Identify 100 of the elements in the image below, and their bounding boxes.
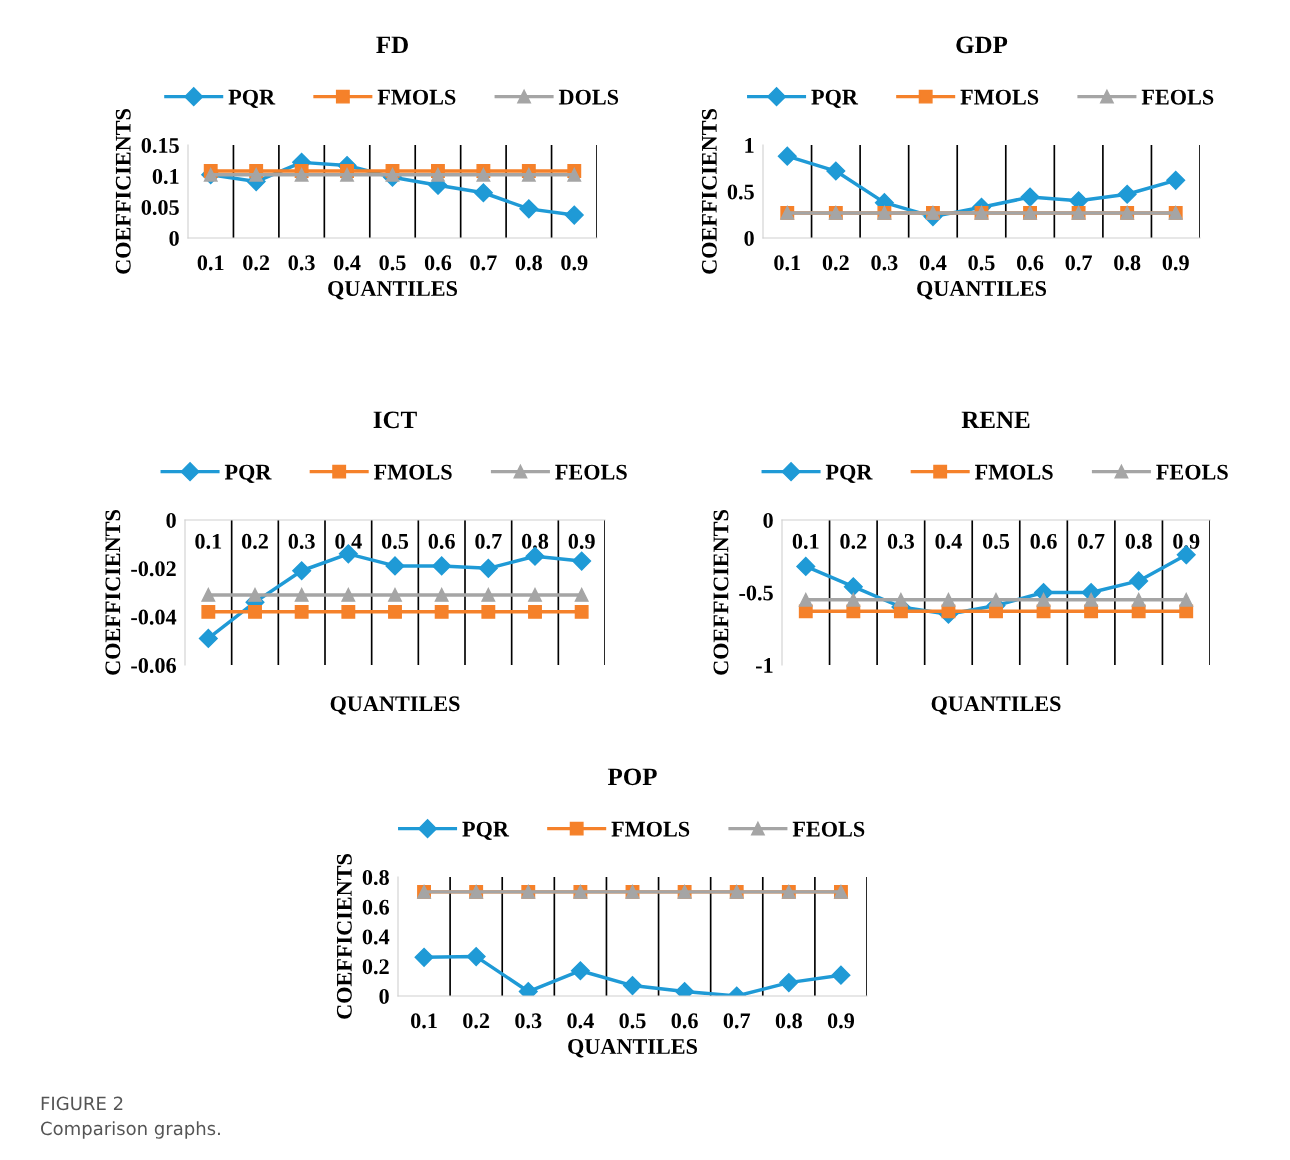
- y-axis-title: COEFFICIENTS: [336, 854, 352, 1019]
- point: [478, 558, 498, 578]
- point: [388, 604, 402, 619]
- point: [846, 592, 861, 607]
- legend-label: DOLS: [558, 89, 619, 105]
- x-axis-title: QUANTILES: [931, 696, 1061, 715]
- x-tick-label: 0.2: [241, 533, 268, 549]
- x-tick-label: 0.9: [1162, 255, 1189, 271]
- x-tick-label: 0.7: [470, 255, 497, 271]
- y-tick-label: 0: [763, 512, 773, 528]
- x-tick-label: 0.8: [775, 1013, 802, 1029]
- chart-title: ICT: [373, 411, 417, 429]
- x-tick-label: 0.7: [1078, 533, 1105, 549]
- point: [292, 561, 312, 581]
- point: [622, 976, 643, 996]
- point: [843, 577, 863, 597]
- point: [826, 161, 846, 181]
- point: [564, 205, 584, 225]
- point: [893, 592, 908, 607]
- legend-label: FMOLS: [611, 821, 690, 837]
- point: [340, 167, 355, 182]
- y-axis-title: COEFFICIENTS: [713, 510, 729, 675]
- legend-label: FEOLS: [1141, 89, 1214, 105]
- x-tick-label: 0.6: [428, 533, 455, 549]
- point: [341, 604, 356, 619]
- x-tick-label: 0.3: [288, 255, 315, 271]
- x-axis-title: QUANTILES: [330, 696, 460, 715]
- x-tick-label: 0.3: [887, 533, 915, 549]
- x-tick-label: 0.6: [671, 1013, 698, 1029]
- x-tick-label: 0.3: [871, 255, 898, 271]
- point: [574, 604, 589, 619]
- x-tick-label: 0.4: [919, 255, 947, 271]
- point: [941, 592, 956, 607]
- point: [294, 587, 309, 602]
- legend-label: PQR: [825, 464, 873, 484]
- point: [1084, 592, 1099, 607]
- point: [385, 556, 405, 576]
- y-tick-label: 1: [745, 138, 754, 153]
- legend-label: FEOLS: [555, 464, 627, 480]
- point: [796, 556, 816, 576]
- y-tick-label: 0.8: [362, 869, 389, 886]
- y-tick-label: 0: [379, 988, 389, 1004]
- x-tick-label: 0.8: [515, 255, 542, 271]
- x-tick-label: 0.2: [822, 255, 849, 271]
- point: [567, 167, 582, 182]
- x-tick-label: 0.7: [1065, 255, 1092, 271]
- point: [989, 592, 1003, 607]
- x-tick-label: 0.8: [1114, 255, 1141, 271]
- y-tick-label: 0: [169, 230, 179, 246]
- x-axis-title: QUANTILES: [568, 1039, 698, 1058]
- point: [570, 961, 590, 981]
- x-tick-label: 0.3: [515, 1013, 542, 1029]
- chart-title: GDP: [956, 36, 1008, 54]
- point: [1129, 571, 1149, 591]
- x-tick-label: 0.5: [619, 1013, 646, 1029]
- chart-title: POP: [607, 768, 657, 786]
- point: [519, 199, 539, 219]
- x-tick-label: 0.9: [1173, 533, 1200, 549]
- chart-title: FD: [376, 36, 408, 54]
- y-axis-title: COEFFICIENTS: [701, 109, 717, 274]
- x-tick-label: 0.9: [561, 255, 588, 271]
- x-tick-label: 0.6: [1030, 533, 1057, 549]
- x-tick-label: 0.1: [774, 255, 801, 271]
- legend-label: FEOLS: [1156, 464, 1228, 480]
- y-axis-title: COEFFICIENTS: [115, 109, 131, 274]
- point: [430, 167, 445, 182]
- x-tick-label: 0.5: [982, 533, 1010, 549]
- point: [248, 604, 262, 619]
- point: [388, 587, 402, 602]
- x-tick-label: 0.7: [475, 533, 502, 549]
- point: [385, 167, 400, 182]
- y-tick-label: -0.02: [131, 561, 176, 577]
- point: [201, 587, 216, 602]
- legend-label: FMOLS: [960, 89, 1039, 105]
- x-tick-label: 0.2: [463, 1013, 490, 1029]
- x-tick-label: 0.2: [840, 533, 867, 549]
- point: [528, 604, 542, 619]
- point: [521, 167, 536, 182]
- x-tick-label: 0.3: [288, 533, 315, 549]
- x-tick-label: 0.2: [243, 255, 270, 271]
- point: [476, 167, 491, 182]
- y-tick-label: -0.5: [739, 585, 773, 601]
- point: [434, 587, 449, 602]
- x-tick-label: 0.9: [827, 1013, 855, 1029]
- x-tick-label: 0.8: [1125, 533, 1152, 549]
- x-tick-label: 0.8: [521, 533, 549, 549]
- point: [528, 587, 542, 602]
- point: [1131, 592, 1146, 607]
- point: [574, 587, 589, 602]
- legend-label: PQR: [224, 464, 272, 484]
- y-axis-title: COEFFICIENTS: [105, 510, 121, 675]
- point: [798, 592, 813, 607]
- y-tick-label: 0.6: [362, 899, 390, 915]
- y-tick-label: 0.1: [152, 168, 179, 185]
- point: [466, 947, 486, 967]
- point: [248, 587, 262, 602]
- point: [249, 167, 264, 182]
- y-tick-label: 0: [166, 512, 176, 528]
- caption: FIGURE 2: [41, 1096, 123, 1111]
- point: [1179, 592, 1194, 607]
